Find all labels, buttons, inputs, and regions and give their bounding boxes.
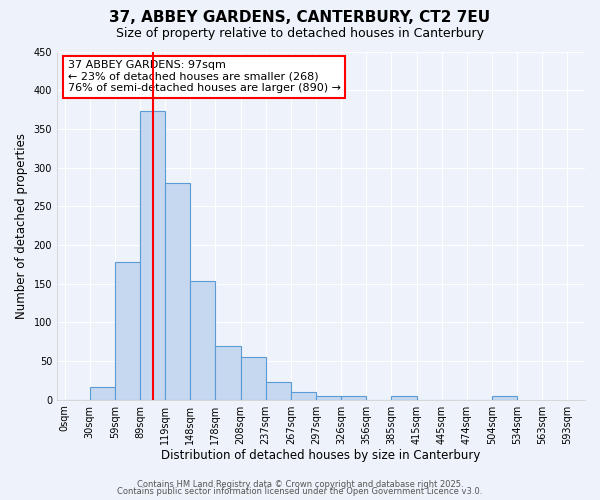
Bar xyxy=(492,396,517,400)
Bar xyxy=(391,396,416,400)
Bar xyxy=(90,386,115,400)
X-axis label: Distribution of detached houses by size in Canterbury: Distribution of detached houses by size … xyxy=(161,450,481,462)
Text: 37 ABBEY GARDENS: 97sqm
← 23% of detached houses are smaller (268)
76% of semi-d: 37 ABBEY GARDENS: 97sqm ← 23% of detache… xyxy=(68,60,341,94)
Bar xyxy=(215,346,241,400)
Bar xyxy=(266,382,291,400)
Text: 37, ABBEY GARDENS, CANTERBURY, CT2 7EU: 37, ABBEY GARDENS, CANTERBURY, CT2 7EU xyxy=(109,10,491,25)
Bar xyxy=(190,282,215,400)
Text: Size of property relative to detached houses in Canterbury: Size of property relative to detached ho… xyxy=(116,28,484,40)
Bar xyxy=(316,396,341,400)
Bar xyxy=(291,392,316,400)
Text: Contains HM Land Registry data © Crown copyright and database right 2025.: Contains HM Land Registry data © Crown c… xyxy=(137,480,463,489)
Text: Contains public sector information licensed under the Open Government Licence v3: Contains public sector information licen… xyxy=(118,488,482,496)
Bar xyxy=(115,262,140,400)
Bar xyxy=(241,357,266,400)
Y-axis label: Number of detached properties: Number of detached properties xyxy=(15,132,28,318)
Bar xyxy=(165,183,190,400)
Bar xyxy=(140,111,165,400)
Bar xyxy=(341,396,366,400)
